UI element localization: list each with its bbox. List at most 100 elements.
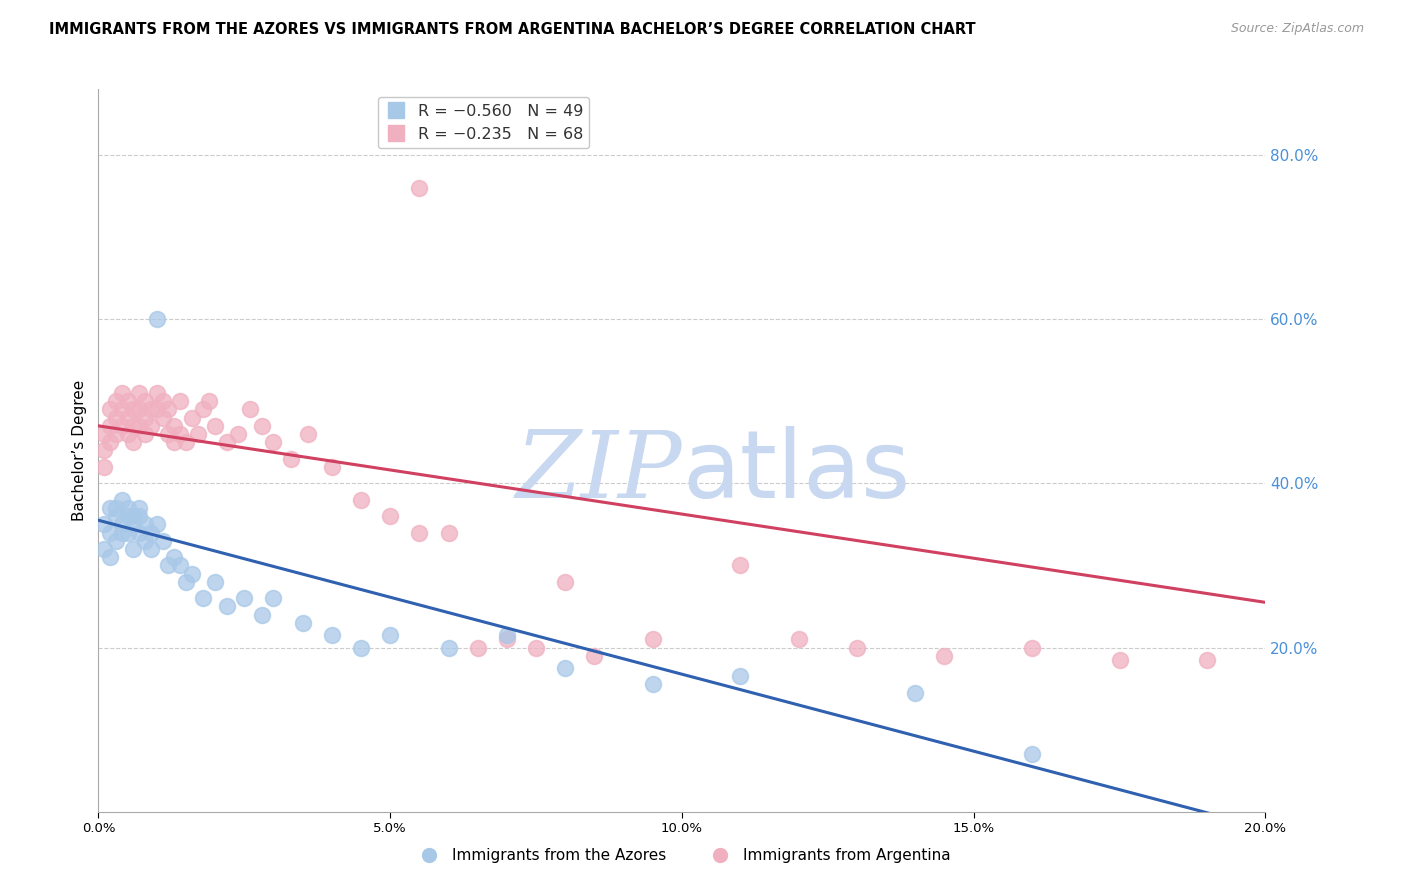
Point [134,394,156,409]
Point [297,427,319,442]
Point [139,525,162,540]
Point [174,574,197,589]
Point [117,500,139,515]
Point [139,402,162,417]
Point [122,517,145,532]
Point [437,525,460,540]
Point [128,500,150,515]
Point [904,686,927,700]
Point [111,418,134,433]
Point [1021,640,1043,655]
Point [524,640,547,655]
Point [1108,653,1130,667]
Point [134,533,156,548]
Point [152,533,174,548]
Point [215,435,238,450]
Point [98,550,121,565]
Point [641,677,664,691]
Point [496,628,519,642]
Point [846,640,869,655]
Point [128,418,150,433]
Point [350,640,373,655]
Point [239,402,262,417]
Point [146,517,169,532]
Point [163,418,186,433]
Point [98,500,121,515]
Point [787,632,810,647]
Point [93,427,115,442]
Point [262,435,284,450]
Y-axis label: Bachelor’s Degree: Bachelor’s Degree [72,380,87,521]
Point [174,435,197,450]
Point [730,669,752,683]
Point [134,517,156,532]
Point [204,418,226,433]
Point [122,402,145,417]
Point [1195,653,1218,667]
Point [117,410,139,425]
Point [467,640,489,655]
Point [128,509,150,524]
Point [117,394,139,409]
Point [380,509,402,524]
Point [104,427,127,442]
Point [1021,747,1043,762]
Point [280,451,302,466]
Point [128,525,150,540]
Point [146,402,169,417]
Point [104,500,127,515]
Point [104,410,127,425]
Point [93,443,115,458]
Point [152,394,174,409]
Point [139,418,162,433]
Text: Source: ZipAtlas.com: Source: ZipAtlas.com [1230,22,1364,36]
Text: IMMIGRANTS FROM THE AZORES VS IMMIGRANTS FROM ARGENTINA BACHELOR’S DEGREE CORREL: IMMIGRANTS FROM THE AZORES VS IMMIGRANTS… [49,22,976,37]
Point [554,574,576,589]
Point [146,386,169,401]
Point [408,525,430,540]
Point [111,492,134,507]
Point [380,628,402,642]
Point [98,525,121,540]
Point [98,402,121,417]
Point [408,180,430,194]
Point [146,312,169,326]
Point [157,558,180,573]
Point [350,492,373,507]
Point [730,558,752,573]
Point [262,591,284,606]
Point [111,517,134,532]
Point [128,402,150,417]
Point [139,541,162,556]
Point [934,648,956,663]
Point [134,427,156,442]
Point [198,394,221,409]
Point [321,459,343,474]
Point [104,509,127,524]
Point [233,591,256,606]
Point [111,402,134,417]
Point [111,525,134,540]
Point [180,410,202,425]
Point [228,427,250,442]
Point [117,509,139,524]
Point [250,607,273,622]
Point [122,418,145,433]
Point [93,459,115,474]
Point [163,435,186,450]
Point [215,599,238,614]
Point [152,410,174,425]
Point [204,574,226,589]
Point [496,632,519,647]
Text: atlas: atlas [682,426,910,518]
Point [169,394,191,409]
Point [554,661,576,675]
Point [122,509,145,524]
Point [291,615,314,630]
Point [128,386,150,401]
Point [169,427,191,442]
Point [93,541,115,556]
Point [583,648,606,663]
Legend: Immigrants from the Azores, Immigrants from Argentina: Immigrants from the Azores, Immigrants f… [408,842,956,869]
Point [98,435,121,450]
